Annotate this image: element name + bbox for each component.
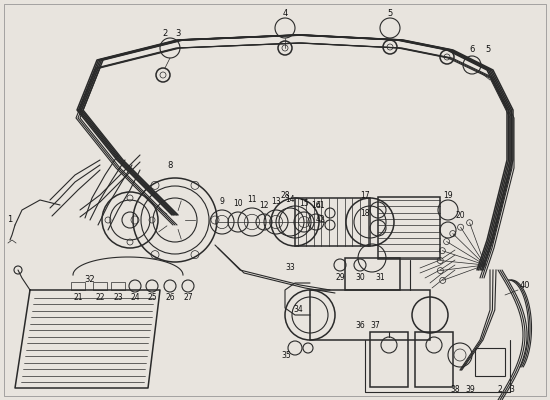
- Text: 24: 24: [130, 294, 140, 302]
- Text: 19: 19: [443, 192, 453, 200]
- Bar: [345, 258, 400, 290]
- Text: 32: 32: [85, 276, 95, 284]
- Text: 12: 12: [259, 202, 269, 210]
- Bar: [415, 332, 453, 387]
- Text: 37: 37: [370, 320, 380, 330]
- Text: 1: 1: [7, 216, 13, 224]
- Bar: [93, 282, 107, 290]
- Text: 9: 9: [219, 198, 224, 206]
- Text: 8: 8: [167, 160, 173, 170]
- Text: 23: 23: [113, 294, 123, 302]
- Bar: [370, 332, 408, 387]
- Text: 2: 2: [162, 30, 168, 38]
- Text: 14: 14: [285, 196, 295, 204]
- Text: 15: 15: [299, 200, 309, 208]
- Text: 29: 29: [335, 274, 345, 282]
- Text: 2: 2: [498, 386, 502, 394]
- Text: 41: 41: [315, 200, 325, 210]
- Text: 35: 35: [281, 350, 291, 360]
- Text: 5: 5: [485, 46, 491, 54]
- Bar: [71, 282, 85, 290]
- Bar: [111, 282, 125, 290]
- Text: 5: 5: [387, 10, 393, 18]
- Bar: [378, 197, 440, 259]
- Text: 16: 16: [311, 202, 321, 210]
- Text: 3: 3: [175, 30, 181, 38]
- Text: 3: 3: [509, 386, 514, 394]
- Text: 27: 27: [183, 294, 193, 302]
- Text: 40: 40: [520, 280, 530, 290]
- Text: 22: 22: [95, 294, 104, 302]
- Bar: [295, 198, 370, 246]
- Text: 4: 4: [282, 10, 288, 18]
- Text: 36: 36: [355, 320, 365, 330]
- Text: 21: 21: [73, 294, 82, 302]
- Text: 42: 42: [315, 216, 325, 224]
- Text: 11: 11: [248, 196, 257, 204]
- Text: 26: 26: [165, 294, 175, 302]
- Text: 34: 34: [293, 306, 303, 314]
- Bar: [310, 290, 430, 340]
- Text: 25: 25: [147, 294, 157, 302]
- Text: 31: 31: [375, 274, 385, 282]
- Text: 20: 20: [455, 210, 465, 220]
- Text: 30: 30: [355, 274, 365, 282]
- Text: 28: 28: [280, 190, 290, 200]
- Text: 18: 18: [360, 210, 370, 218]
- Text: 38: 38: [450, 386, 460, 394]
- Text: 13: 13: [271, 198, 281, 206]
- Text: 39: 39: [465, 386, 475, 394]
- Text: 10: 10: [233, 200, 243, 208]
- Text: 6: 6: [469, 46, 475, 54]
- Text: 17: 17: [360, 192, 370, 200]
- Bar: [475, 348, 505, 376]
- Text: 33: 33: [285, 264, 295, 272]
